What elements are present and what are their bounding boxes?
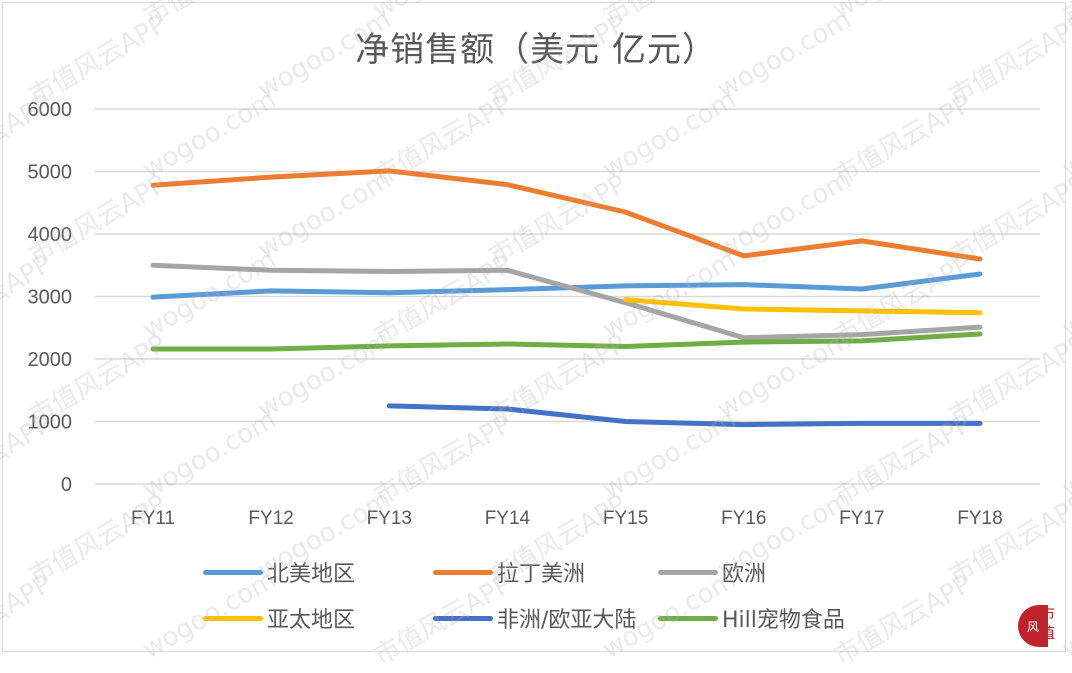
legend-item: 拉丁美洲	[433, 557, 585, 587]
logo-mark-icon: 风	[1018, 605, 1048, 647]
legend-swatch-icon	[203, 569, 263, 575]
legend-label: 拉丁美洲	[497, 562, 586, 587]
x-tick-label: FY17	[839, 508, 884, 529]
x-tick-label: FY14	[485, 508, 531, 529]
legend-swatch-icon	[658, 615, 718, 621]
x-tick-label: FY16	[721, 508, 766, 529]
legend-swatch-icon	[433, 569, 493, 575]
legend-item: 欧洲	[658, 557, 766, 587]
legend-item: 北美地区	[203, 557, 355, 587]
series-line	[150, 262, 983, 341]
y-tick-label: 5000	[28, 162, 73, 184]
legend-item: 亚太地区	[203, 603, 355, 633]
x-axis-ticks: FY11 FY12 FY13 FY14 FY15 FY16 FY17 FY18	[131, 508, 1003, 529]
series-line	[623, 297, 983, 316]
x-tick-label: FY13	[367, 508, 412, 529]
gridlines	[95, 108, 1040, 485]
x-tick-label: FY18	[957, 508, 1002, 529]
y-tick-label: 3000	[28, 287, 73, 309]
legend-label: 欧洲	[722, 562, 767, 587]
x-tick-label: FY15	[603, 508, 648, 529]
logo-text: 市值	[1040, 605, 1056, 642]
chart-frame	[2, 2, 1066, 652]
legend-label: 非洲/欧亚大陆	[497, 608, 637, 633]
y-axis-ticks: 0 1000 2000 3000 4000 5000 6000	[28, 99, 73, 496]
legend-label: Hill宠物食品	[722, 608, 845, 633]
y-tick-label: 0	[61, 474, 72, 496]
y-tick-label: 1000	[28, 412, 73, 434]
legend-item: Hill宠物食品	[658, 603, 845, 633]
x-tick-label: FY11	[131, 508, 175, 529]
series-line	[150, 168, 983, 262]
legend-item: 非洲/欧亚大陆	[433, 603, 636, 633]
y-tick-label: 4000	[28, 224, 73, 246]
legend-label: 亚太地区	[267, 608, 356, 633]
legend-swatch-icon	[203, 615, 263, 621]
brand-logo: 风 市值	[1018, 605, 1060, 647]
chart-title: 净销售额（美元 亿元）	[355, 30, 717, 70]
series-line	[150, 331, 983, 352]
series-line	[386, 403, 983, 428]
legend-swatch-icon	[658, 569, 718, 575]
series-lines	[150, 168, 983, 428]
y-tick-label: 2000	[28, 349, 73, 371]
legend-swatch-icon	[433, 615, 493, 621]
x-tick-label: FY12	[248, 508, 293, 529]
y-tick-label: 6000	[28, 99, 73, 121]
legend-label: 北美地区	[267, 562, 356, 587]
